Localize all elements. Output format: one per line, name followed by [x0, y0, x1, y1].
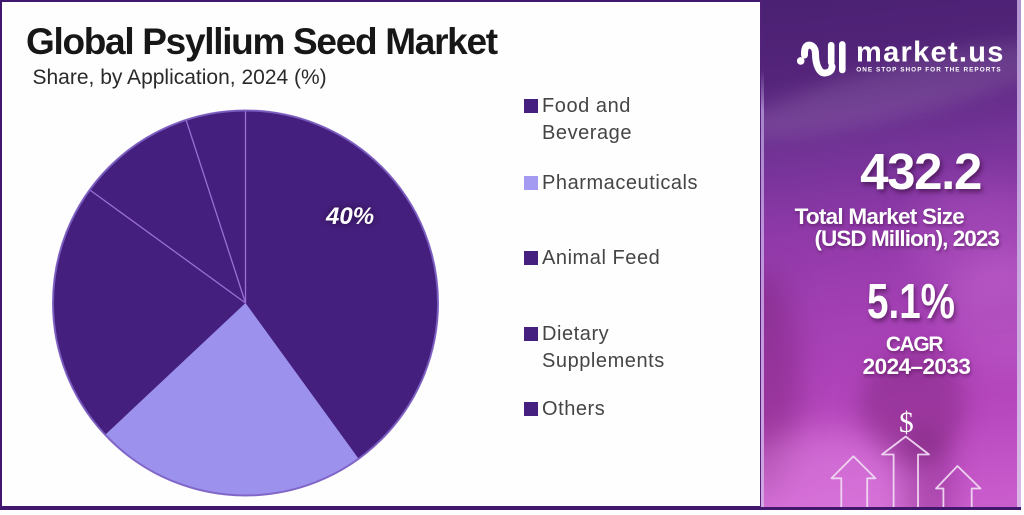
svg-text:market.us: market.us — [856, 37, 1005, 69]
svg-text:ONE STOP SHOP FOR THE REPORTS: ONE STOP SHOP FOR THE REPORTS — [856, 67, 1002, 74]
